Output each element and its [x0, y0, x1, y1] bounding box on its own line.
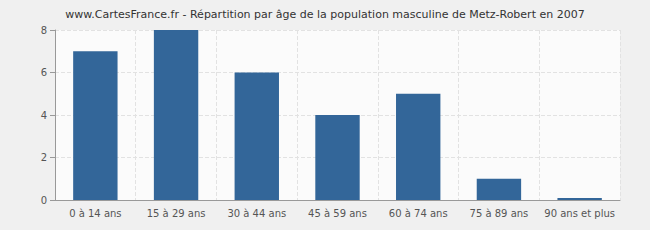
- svg-text:4: 4: [41, 110, 47, 121]
- svg-text:0: 0: [41, 195, 47, 206]
- svg-text:0 à 14 ans: 0 à 14 ans: [69, 208, 121, 219]
- svg-text:30 à 44 ans: 30 à 44 ans: [227, 208, 286, 219]
- svg-text:8: 8: [41, 25, 47, 36]
- svg-text:60 à 74 ans: 60 à 74 ans: [389, 208, 448, 219]
- svg-text:www.CartesFrance.fr - Répartit: www.CartesFrance.fr - Répartition par âg…: [65, 8, 584, 21]
- svg-text:6: 6: [41, 67, 47, 78]
- svg-text:2: 2: [41, 152, 47, 163]
- svg-text:75 à 89 ans: 75 à 89 ans: [470, 208, 529, 219]
- svg-text:15 à 29 ans: 15 à 29 ans: [147, 208, 206, 219]
- svg-text:90 ans et plus: 90 ans et plus: [544, 208, 615, 219]
- svg-text:45 à 59 ans: 45 à 59 ans: [308, 208, 367, 219]
